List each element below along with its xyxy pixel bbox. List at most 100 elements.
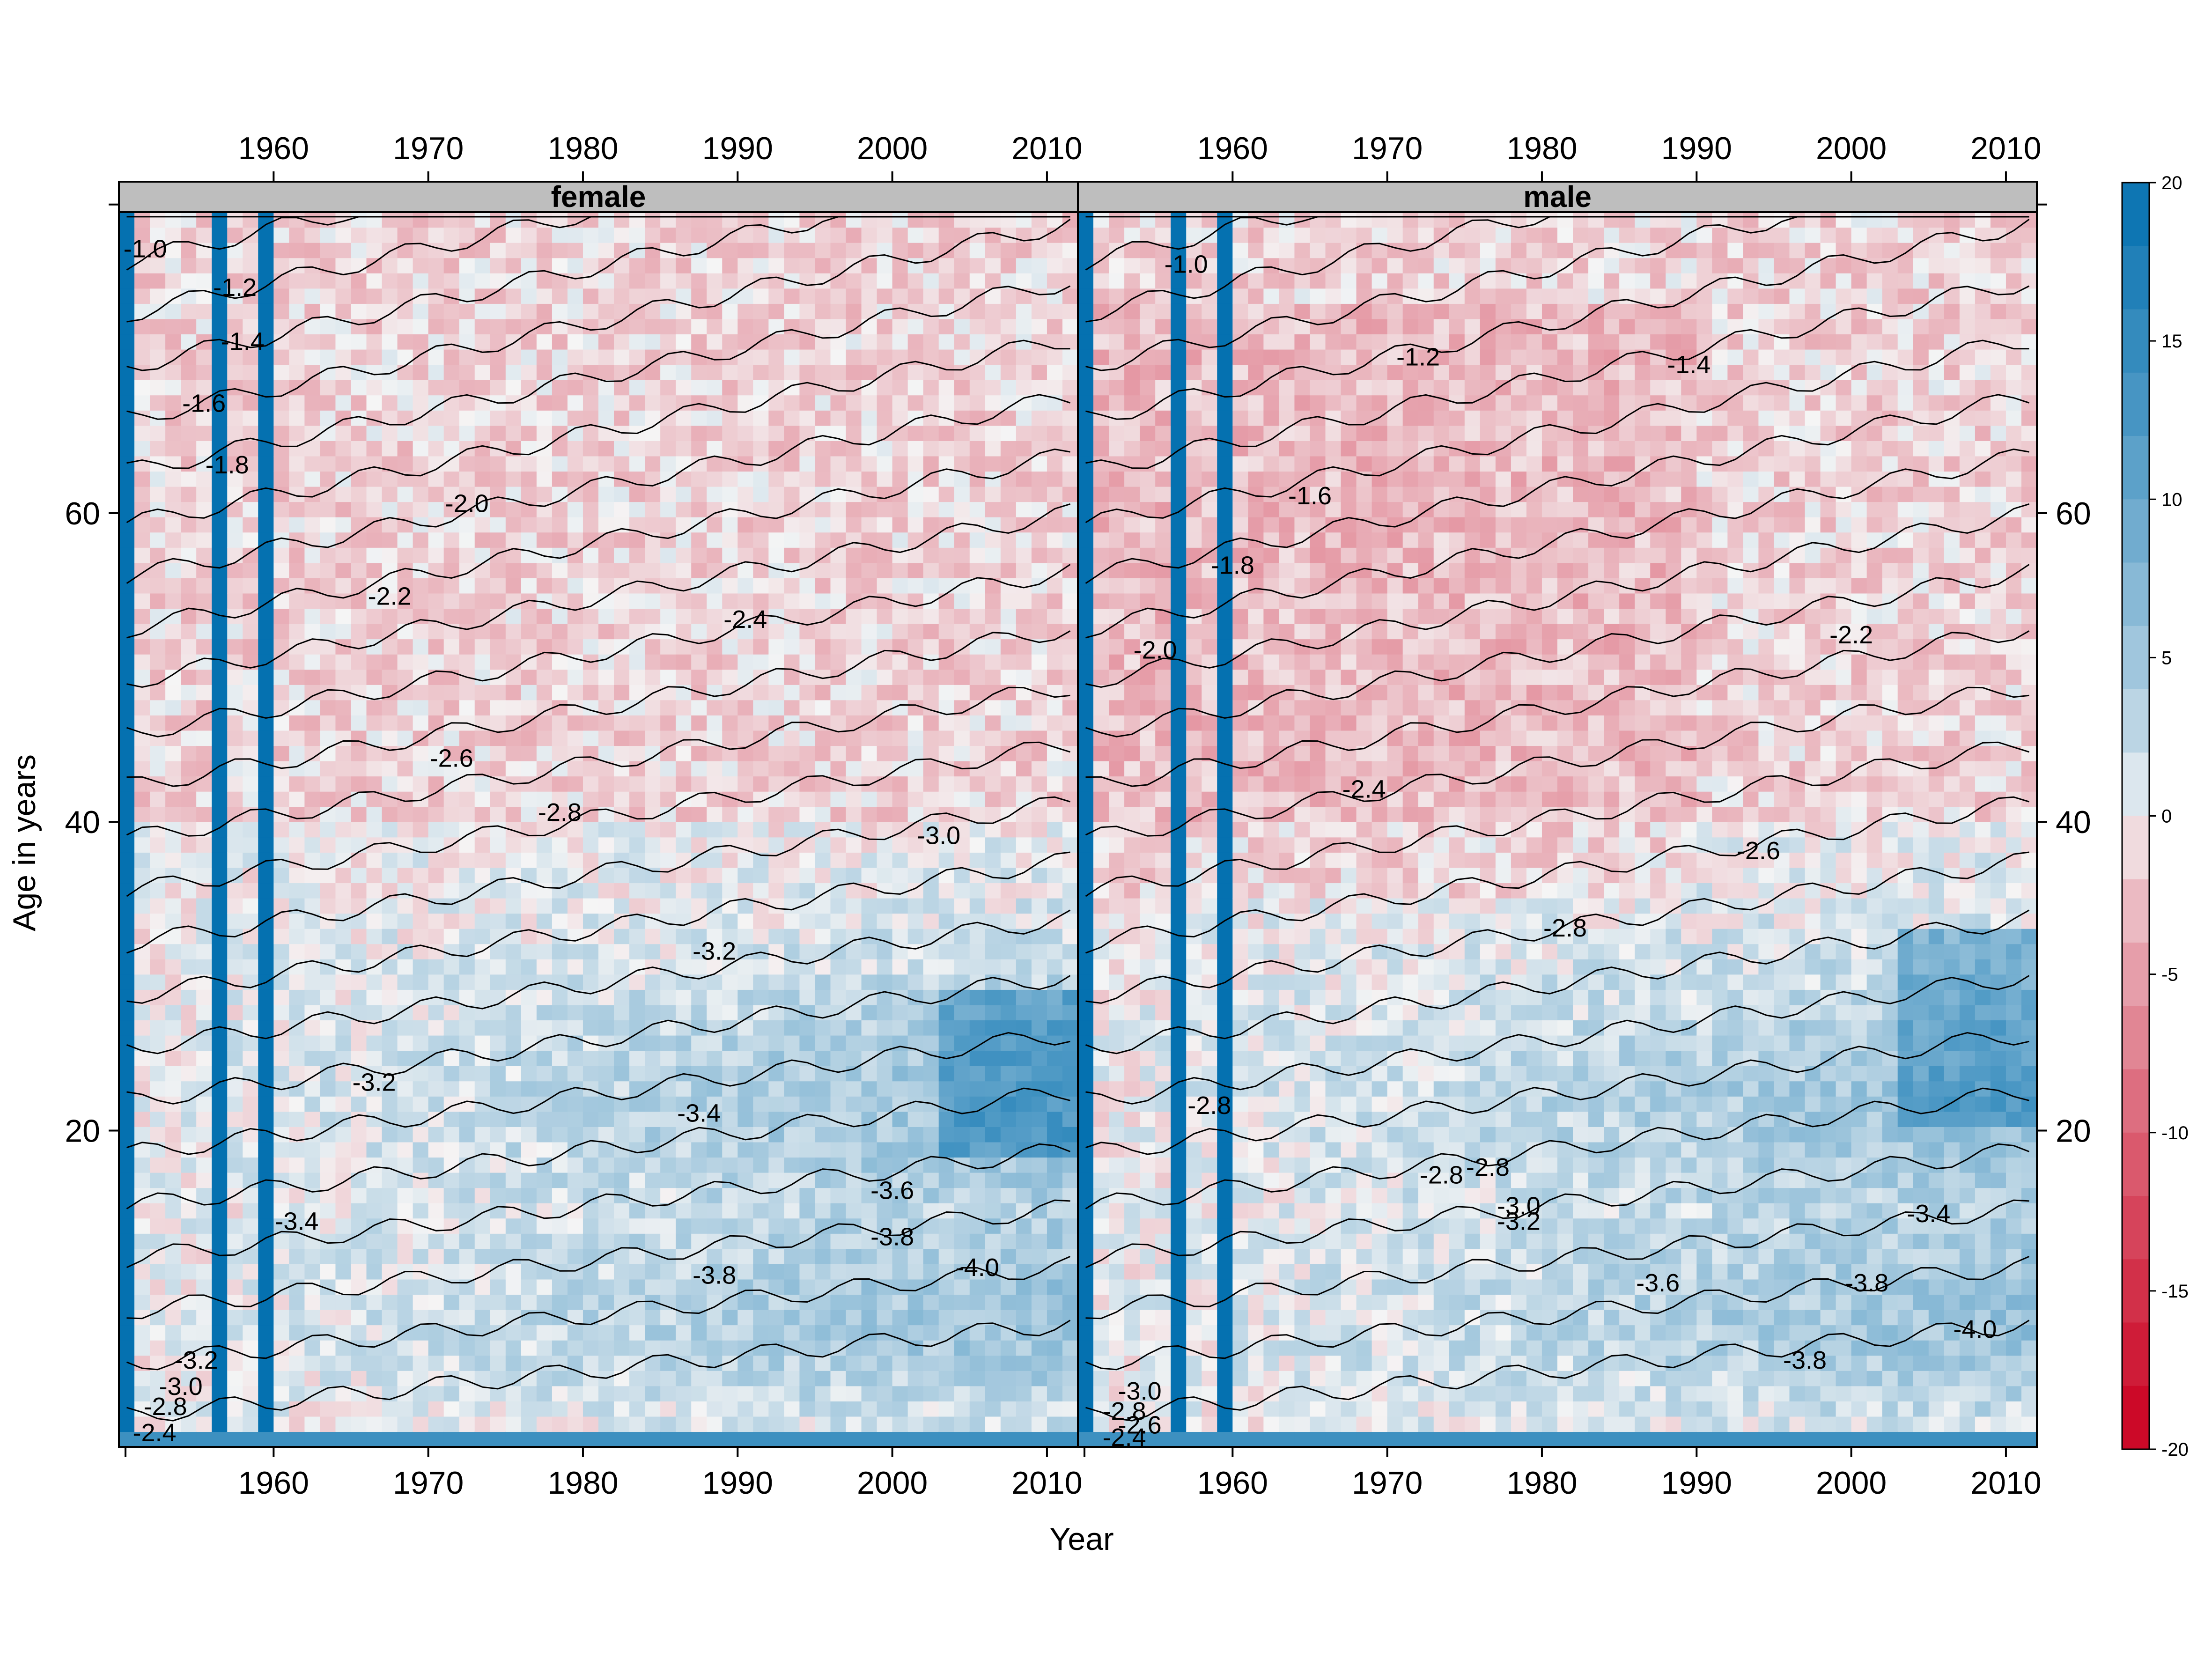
heatmap-cell bbox=[861, 562, 877, 578]
heatmap-cell bbox=[938, 349, 955, 365]
heatmap-cell bbox=[753, 547, 769, 563]
heatmap-cell bbox=[474, 547, 491, 563]
heatmap-cell bbox=[335, 517, 352, 533]
heatmap-cell bbox=[582, 501, 599, 517]
heatmap-cell bbox=[645, 1416, 661, 1432]
heatmap-cell bbox=[196, 227, 212, 243]
heatmap-cell bbox=[521, 425, 537, 441]
heatmap-cell bbox=[969, 989, 986, 1005]
heatmap-cell bbox=[150, 1020, 166, 1036]
heatmap-cell bbox=[521, 685, 537, 700]
heatmap-cell bbox=[830, 639, 847, 655]
heatmap-cell bbox=[212, 487, 228, 502]
heatmap-cell bbox=[938, 715, 955, 731]
heatmap-cell bbox=[119, 1264, 135, 1280]
heatmap-cell bbox=[598, 273, 614, 289]
heatmap-cell bbox=[181, 303, 197, 319]
heatmap-cell bbox=[227, 1248, 243, 1264]
heatmap-cell bbox=[582, 1371, 599, 1386]
heatmap-cell bbox=[614, 1401, 630, 1417]
heatmap-cell bbox=[676, 303, 692, 319]
heatmap-cell bbox=[536, 791, 553, 807]
heatmap-cell bbox=[196, 654, 212, 670]
heatmap-cell bbox=[150, 1081, 166, 1097]
heatmap-cell bbox=[428, 1218, 444, 1234]
heatmap-cell bbox=[1062, 715, 1078, 731]
heatmap-cell bbox=[320, 1310, 336, 1326]
heatmap-cell bbox=[907, 1325, 924, 1341]
heatmap-cell bbox=[366, 776, 383, 792]
heatmap-cell bbox=[474, 441, 491, 457]
heatmap-cell bbox=[505, 883, 522, 899]
heatmap-cell bbox=[892, 1111, 908, 1127]
heatmap-cell bbox=[598, 1004, 614, 1021]
heatmap-cell bbox=[273, 1279, 289, 1295]
heatmap-cell bbox=[273, 730, 289, 746]
heatmap-cell bbox=[846, 1325, 862, 1341]
heatmap-cell bbox=[165, 1218, 181, 1234]
heatmap-cell bbox=[598, 1279, 614, 1295]
heatmap-cell bbox=[1047, 364, 1063, 380]
heatmap-cell bbox=[1031, 1248, 1047, 1264]
heatmap-cell bbox=[273, 1157, 289, 1173]
heatmap-cell bbox=[877, 395, 893, 411]
heatmap-cell bbox=[629, 944, 645, 959]
heatmap-cell bbox=[753, 867, 769, 884]
heatmap-cell bbox=[397, 501, 413, 517]
heatmap-cell bbox=[846, 243, 862, 258]
heatmap-cell bbox=[784, 654, 800, 670]
heatmap-cell bbox=[320, 791, 336, 807]
heatmap-cell bbox=[428, 303, 444, 319]
heatmap-cell bbox=[351, 974, 367, 990]
heatmap-cell bbox=[614, 593, 630, 609]
heatmap-cell bbox=[304, 685, 321, 700]
heatmap-cell bbox=[1047, 883, 1063, 899]
heatmap-cell bbox=[892, 883, 908, 899]
heatmap-cell bbox=[1062, 1218, 1078, 1234]
heatmap-cell bbox=[351, 1325, 367, 1341]
heatmap-cell bbox=[985, 1325, 1001, 1341]
heatmap-cell bbox=[923, 1310, 939, 1326]
heatmap-cell bbox=[676, 654, 692, 670]
heatmap-cell bbox=[134, 532, 150, 548]
heatmap-cell bbox=[490, 1279, 506, 1295]
heatmap-cell bbox=[969, 1325, 986, 1341]
heatmap-cell bbox=[227, 852, 243, 868]
heatmap-cell bbox=[196, 761, 212, 777]
heatmap-cell bbox=[707, 669, 723, 685]
heatmap-cell bbox=[938, 883, 955, 899]
heatmap-cell bbox=[258, 1050, 274, 1066]
heatmap-cell bbox=[846, 1401, 862, 1417]
heatmap-cell bbox=[521, 1279, 537, 1295]
heatmap-cell bbox=[645, 1187, 661, 1203]
heatmap-cell bbox=[536, 1111, 553, 1127]
heatmap-cell bbox=[413, 318, 429, 335]
heatmap-cell bbox=[1000, 1431, 1017, 1447]
heatmap-cell bbox=[614, 761, 630, 777]
heatmap-cell bbox=[536, 1294, 553, 1310]
heatmap-cell bbox=[815, 761, 831, 777]
heatmap-cell bbox=[629, 593, 645, 609]
heatmap-cell bbox=[691, 1371, 707, 1386]
heatmap-cell bbox=[645, 1386, 661, 1401]
heatmap-cell bbox=[938, 258, 955, 273]
heatmap-cell bbox=[768, 441, 784, 457]
heatmap-cell bbox=[753, 410, 769, 426]
heatmap-cell bbox=[567, 806, 583, 822]
heatmap-cell bbox=[366, 501, 383, 517]
heatmap-cell bbox=[320, 441, 336, 457]
heatmap-cell bbox=[397, 1325, 413, 1341]
heatmap-cell bbox=[258, 258, 274, 273]
heatmap-cell bbox=[304, 593, 321, 609]
heatmap-cell bbox=[737, 1218, 753, 1234]
heatmap-cell bbox=[861, 730, 877, 746]
heatmap-cell bbox=[165, 1187, 181, 1203]
heatmap-cell bbox=[165, 441, 181, 457]
heatmap-cell bbox=[459, 1401, 475, 1417]
heatmap-cell bbox=[536, 1172, 553, 1188]
heatmap-cell bbox=[892, 898, 908, 914]
heatmap-cell bbox=[1062, 1050, 1078, 1066]
heatmap-cell bbox=[335, 501, 352, 517]
heatmap-cell bbox=[614, 547, 630, 563]
heatmap-cell bbox=[707, 380, 723, 396]
